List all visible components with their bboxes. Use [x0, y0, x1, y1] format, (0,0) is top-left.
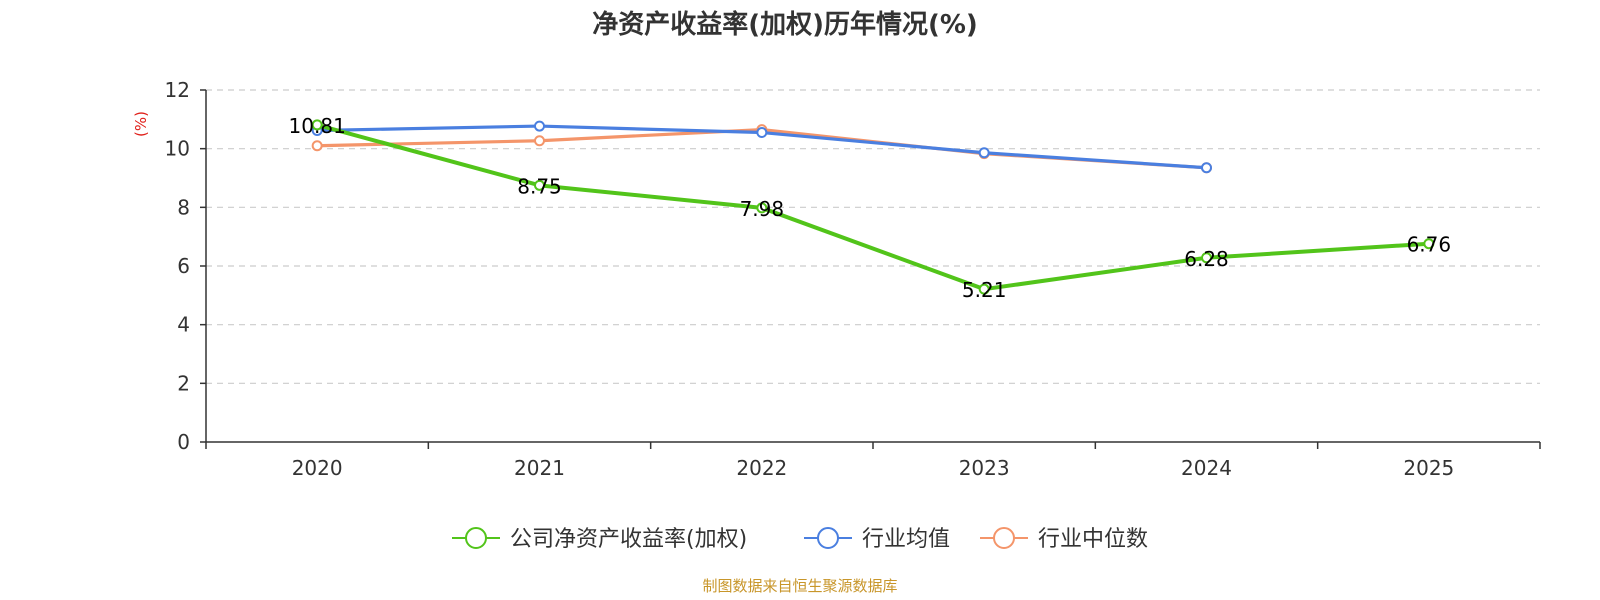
x-tick-label: 2024 — [1181, 456, 1232, 480]
data-point — [311, 119, 323, 131]
y-tick-label: 6 — [177, 254, 190, 278]
data-point — [978, 147, 990, 159]
y-tick-label: 0 — [177, 430, 190, 454]
series-line-1 — [315, 122, 1431, 292]
y-axis-unit-label: (%) — [132, 111, 150, 137]
data-label: 7.98 — [740, 197, 785, 221]
data-point — [978, 283, 990, 295]
x-tick-label: 2023 — [959, 456, 1010, 480]
legend-marker-icon — [817, 527, 839, 549]
data-point — [756, 202, 768, 214]
x-tick-label: 2025 — [1403, 456, 1454, 480]
data-point — [1201, 252, 1212, 264]
data-point — [534, 135, 545, 147]
y-tick-label: 2 — [177, 371, 190, 395]
data-point — [1423, 238, 1435, 250]
grid-lines — [206, 89, 1540, 384]
series-lines — [311, 119, 1435, 295]
legend-label: 行业中位数 — [1038, 527, 1148, 552]
x-tick-label: 2022 — [736, 456, 787, 480]
axes: 0 2 4 6 8 10 12 2020 2021 2022 2023 2024 2025 — [165, 78, 1541, 480]
legend-item-3: 行业中位数 — [980, 527, 1148, 552]
source-note: 制图数据来自恒生聚源数据库 — [702, 577, 897, 595]
legend-label: 行业均值 — [862, 527, 950, 552]
chart-title: 净资产收益率(加权)历年情况(%) — [592, 9, 978, 40]
data-label: 10.81 — [289, 114, 346, 138]
data-label: 5.21 — [962, 278, 1007, 302]
x-tick-label: 2021 — [514, 456, 565, 480]
legend: 公司净资产收益率(加权) 行业均值 行业中位数 — [452, 527, 1148, 552]
y-tick-label: 12 — [165, 78, 190, 102]
data-point — [534, 179, 545, 191]
legend-item-2: 行业均值 — [804, 527, 950, 552]
legend-marker-icon — [465, 527, 487, 549]
data-label: 6.28 — [1184, 247, 1229, 271]
data-labels: 10.81 8.75 7.98 5.21 6.28 6.76 — [289, 114, 1452, 302]
legend-label: 公司净资产收益率(加权) — [510, 527, 747, 552]
data-label: 8.75 — [517, 174, 562, 198]
data-label: 6.76 — [1407, 233, 1452, 257]
x-tick-label: 2020 — [292, 456, 343, 480]
data-point — [311, 140, 323, 152]
y-tick-label: 4 — [177, 313, 190, 337]
data-point — [1201, 162, 1212, 174]
legend-item-1: 公司净资产收益率(加权) — [452, 527, 747, 552]
y-tick-label: 8 — [177, 195, 190, 219]
data-point — [756, 127, 768, 139]
y-tick-label: 10 — [165, 137, 190, 161]
data-point — [534, 120, 545, 132]
legend-marker-icon — [993, 527, 1015, 549]
